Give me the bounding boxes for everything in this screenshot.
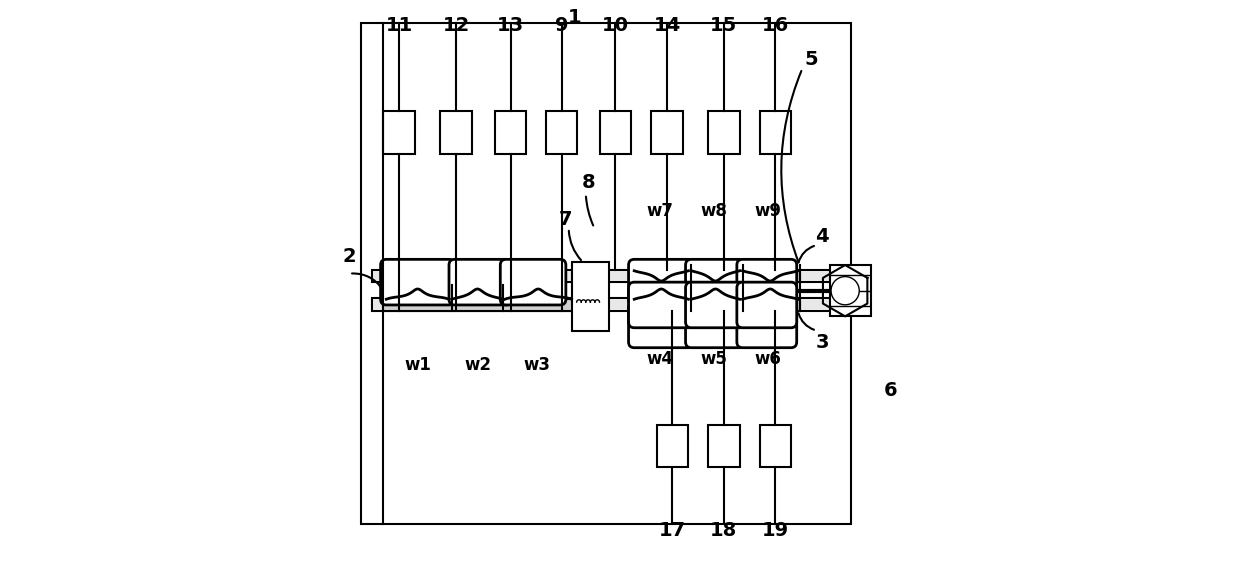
- FancyBboxPatch shape: [381, 259, 455, 305]
- Bar: [383, 299, 578, 311]
- Text: w9: w9: [755, 202, 781, 220]
- Text: w1: w1: [404, 356, 432, 374]
- Text: 19: 19: [761, 520, 789, 540]
- Bar: [572, 262, 609, 331]
- FancyBboxPatch shape: [686, 282, 745, 328]
- Bar: [651, 111, 683, 154]
- Text: 8: 8: [582, 173, 595, 192]
- FancyBboxPatch shape: [629, 282, 694, 328]
- Text: 18: 18: [711, 520, 738, 540]
- Bar: [760, 425, 791, 467]
- FancyBboxPatch shape: [629, 302, 694, 348]
- Text: 10: 10: [601, 16, 629, 35]
- Text: 3: 3: [816, 332, 830, 352]
- Text: w8: w8: [701, 202, 728, 220]
- Text: 12: 12: [443, 16, 470, 35]
- FancyBboxPatch shape: [737, 282, 796, 328]
- Text: 5: 5: [804, 50, 817, 70]
- Text: 7: 7: [559, 210, 573, 229]
- Bar: [657, 425, 688, 467]
- Text: w2: w2: [464, 356, 491, 374]
- Text: 14: 14: [653, 16, 681, 35]
- Bar: [440, 111, 471, 154]
- Text: w5: w5: [701, 350, 728, 368]
- Bar: [708, 425, 740, 467]
- FancyBboxPatch shape: [449, 259, 512, 305]
- Bar: [372, 298, 839, 311]
- Text: 16: 16: [761, 16, 789, 35]
- Bar: [546, 111, 578, 154]
- Text: w6: w6: [755, 350, 781, 368]
- FancyBboxPatch shape: [686, 259, 745, 305]
- Bar: [830, 265, 870, 316]
- FancyBboxPatch shape: [737, 259, 796, 305]
- Text: 1: 1: [568, 7, 582, 27]
- Text: 2: 2: [342, 247, 356, 266]
- Bar: [631, 271, 800, 282]
- Text: w3: w3: [523, 356, 551, 374]
- Bar: [372, 271, 839, 281]
- Bar: [760, 111, 791, 154]
- Circle shape: [831, 276, 859, 305]
- Bar: [383, 111, 415, 154]
- FancyBboxPatch shape: [629, 259, 694, 305]
- Bar: [495, 111, 526, 154]
- Text: 17: 17: [658, 520, 686, 540]
- Bar: [372, 270, 839, 282]
- Text: 4: 4: [816, 227, 830, 246]
- Text: w4: w4: [646, 350, 673, 368]
- Text: 13: 13: [497, 16, 525, 35]
- Text: 9: 9: [556, 16, 569, 35]
- Bar: [600, 111, 631, 154]
- Bar: [708, 111, 740, 154]
- FancyBboxPatch shape: [686, 302, 745, 348]
- Bar: [372, 299, 839, 310]
- Bar: [361, 23, 851, 524]
- Bar: [631, 299, 800, 311]
- FancyBboxPatch shape: [737, 302, 796, 348]
- Text: 15: 15: [711, 16, 738, 35]
- Text: 11: 11: [386, 16, 413, 35]
- Text: w7: w7: [646, 202, 673, 220]
- Text: 6: 6: [884, 381, 898, 400]
- FancyBboxPatch shape: [500, 259, 565, 305]
